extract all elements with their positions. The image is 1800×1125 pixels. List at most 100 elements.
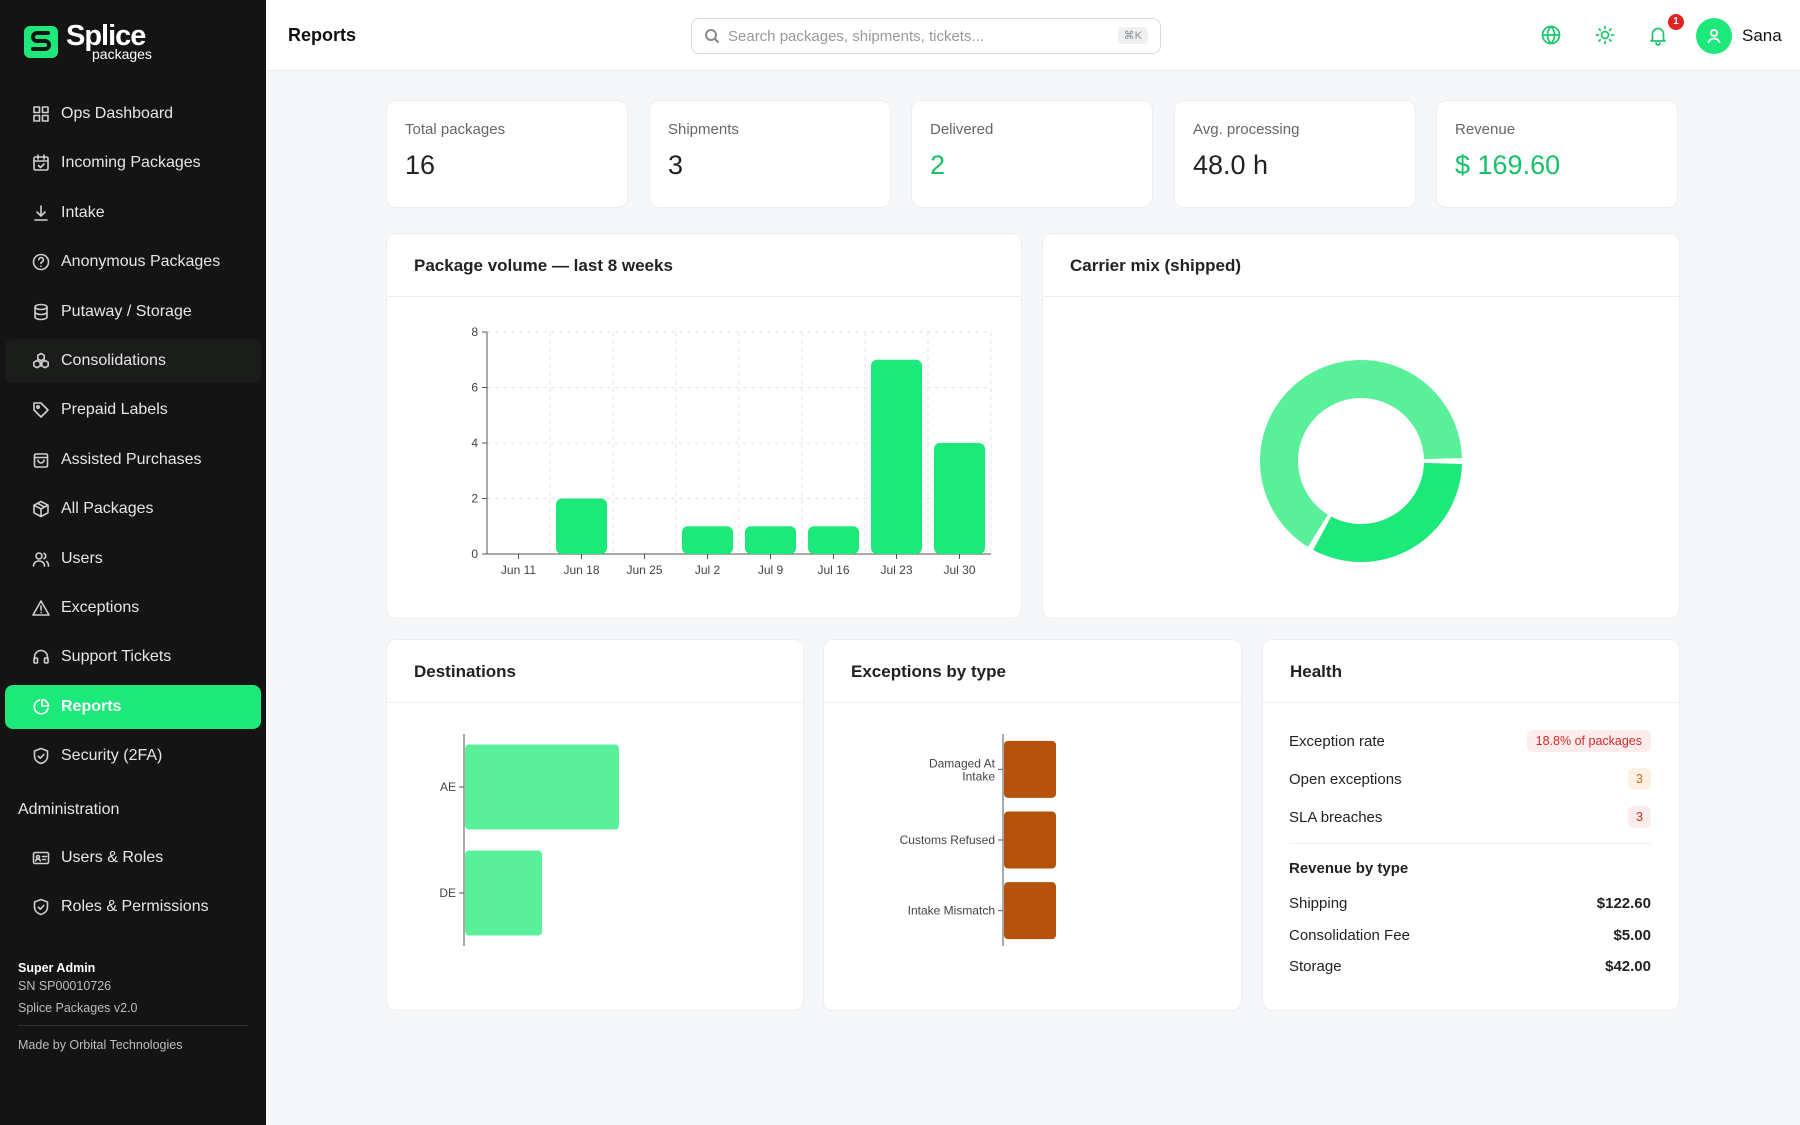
stat-card-total-packages: Total packages 16 — [386, 100, 628, 208]
health-panel: Health Exception rate 18.8% of packages … — [1262, 639, 1680, 1011]
sidebar-item-security-2fa[interactable]: Security (2FA) — [5, 734, 261, 778]
sidebar-item-label: Anonymous Packages — [61, 253, 221, 271]
question-circle-icon — [31, 252, 51, 272]
bar — [1004, 811, 1056, 869]
donut-slice — [1313, 462, 1462, 562]
stat-card-revenue: Revenue $ 169.60 — [1436, 100, 1678, 208]
sidebar-item-roles-permissions[interactable]: Roles & Permissions — [5, 885, 261, 929]
sidebar-item-assisted-purchases[interactable]: Assisted Purchases — [5, 438, 261, 482]
x-tick-label: Jul 16 — [817, 563, 849, 577]
sidebar-item-users-roles[interactable]: Users & Roles — [5, 836, 261, 880]
sidebar-item-label: Security (2FA) — [61, 747, 163, 765]
bar — [465, 744, 619, 830]
bar — [1004, 882, 1056, 940]
bell-icon[interactable] — [1647, 24, 1669, 46]
app-version: Splice Packages v2.0 — [18, 1001, 138, 1015]
stat-card-avg-processing: Avg. processing 48.0 h — [1174, 100, 1416, 208]
username[interactable]: Sana — [1742, 26, 1782, 45]
administration-heading: Administration — [18, 801, 120, 818]
top-header: Reports ⌘K 1 Sana — [266, 0, 1800, 71]
stat-label: Avg. processing — [1193, 121, 1300, 138]
y-tick-label: Customs Refused — [900, 833, 995, 847]
revenue-row-storage: Storage $42.00 — [1289, 958, 1651, 975]
bar — [556, 498, 607, 554]
sidebar-item-users[interactable]: Users — [5, 537, 261, 581]
grid-icon — [31, 104, 51, 124]
sidebar-item-anonymous-packages[interactable]: Anonymous Packages — [5, 240, 261, 284]
theme-sun-icon[interactable] — [1594, 24, 1616, 46]
sidebar-item-label: Reports — [61, 697, 122, 715]
revenue-value: $42.00 — [1605, 958, 1651, 975]
health-row-open-exceptions: Open exceptions 3 — [1289, 768, 1651, 790]
calendar-check-icon — [31, 153, 51, 173]
sidebar-item-exceptions[interactable]: Exceptions — [5, 586, 261, 630]
headset-icon — [31, 647, 51, 667]
sidebar-item-label: Prepaid Labels — [61, 401, 168, 419]
stat-value: 48.0 h — [1193, 150, 1269, 180]
panel-title: Exceptions by type — [824, 640, 1241, 703]
y-tick-label: 8 — [471, 325, 478, 339]
panel-title: Package volume — last 8 weeks — [387, 234, 1021, 297]
notification-badge: 1 — [1668, 14, 1684, 30]
exceptions-by-type-panel: Exceptions by type Damaged At Intake Custo… — [823, 639, 1242, 1011]
panel-title: Carrier mix (shipped) — [1043, 234, 1679, 297]
donut-slice — [1260, 360, 1462, 547]
page-title: Reports — [288, 25, 357, 45]
sidebar-item-intake[interactable]: Intake — [5, 191, 261, 235]
sidebar-item-label: Exceptions — [61, 598, 140, 616]
stat-card-shipments: Shipments 3 — [649, 100, 891, 208]
sidebar-item-prepaid-labels[interactable]: Prepaid Labels — [5, 388, 261, 432]
brand-name: Splice — [66, 20, 146, 52]
stat-label: Delivered — [930, 121, 994, 138]
status-badge: 3 — [1628, 806, 1651, 828]
boxes-icon — [31, 351, 51, 371]
y-tick-label: Intake — [962, 769, 995, 783]
search-bar[interactable]: ⌘K — [691, 18, 1161, 54]
footer-credit: Made by Orbital Technologies — [18, 1038, 183, 1052]
stat-value: 2 — [930, 150, 946, 180]
sidebar-item-reports[interactable]: Reports — [5, 684, 261, 729]
sidebar-item-ops-dashboard[interactable]: Ops Dashboard — [5, 92, 261, 136]
health-label: Open exceptions — [1289, 770, 1402, 788]
revenue-by-type-heading: Revenue by type — [1289, 860, 1409, 877]
shield-check-icon — [31, 746, 51, 766]
carrier-mix-chart — [1260, 360, 1462, 562]
search-input[interactable] — [728, 27, 1128, 45]
sidebar-item-label: Consolidations — [61, 351, 166, 369]
revenue-row-shipping: Shipping $122.60 — [1289, 895, 1651, 912]
package-icon — [31, 499, 51, 519]
sidebar-item-incoming-packages[interactable]: Incoming Packages — [5, 141, 261, 185]
sidebar-item-putaway-storage[interactable]: Putaway / Storage — [5, 290, 261, 334]
sidebar-item-label: Users — [61, 549, 103, 567]
stat-value: $ 169.60 — [1455, 150, 1561, 180]
globe-icon[interactable] — [1540, 24, 1562, 46]
x-tick-label: Jul 2 — [695, 563, 721, 577]
footer-divider — [18, 1025, 248, 1026]
sidebar-item-consolidations[interactable]: Consolidations — [5, 338, 261, 383]
sidebar-item-all-packages[interactable]: All Packages — [5, 487, 261, 531]
destinations-chart: AE DE — [439, 734, 619, 946]
download-icon — [31, 203, 51, 223]
bar — [465, 850, 542, 936]
user-serial: SN SP00010726 — [18, 979, 112, 993]
bar — [1004, 740, 1056, 798]
bar — [808, 526, 859, 554]
user-role: Super Admin — [18, 961, 96, 975]
sidebar-item-label: Ops Dashboard — [61, 105, 174, 122]
sidebar-item-label: Support Tickets — [61, 648, 172, 666]
stat-label: Revenue — [1455, 121, 1516, 138]
brand-logo[interactable]: Splice packages — [22, 22, 152, 61]
brand-sub: packages — [92, 46, 152, 62]
revenue-label: Shipping — [1289, 895, 1348, 912]
sidebar-item-support-tickets[interactable]: Support Tickets — [5, 635, 261, 679]
health-row-exception-rate: Exception rate 18.8% of packages — [1289, 730, 1651, 752]
revenue-value: $122.60 — [1596, 895, 1651, 912]
revenue-label: Storage — [1289, 958, 1342, 975]
stat-value: 16 — [405, 150, 436, 180]
splice-logo-icon — [24, 25, 58, 58]
warning-triangle-icon — [31, 598, 51, 618]
sidebar-item-label: Users & Roles — [61, 849, 164, 866]
revenue-value: $5.00 — [1613, 927, 1651, 944]
sidebar: Splice packages Ops Dashboard Incoming P… — [0, 0, 266, 1125]
avatar[interactable] — [1696, 18, 1732, 54]
